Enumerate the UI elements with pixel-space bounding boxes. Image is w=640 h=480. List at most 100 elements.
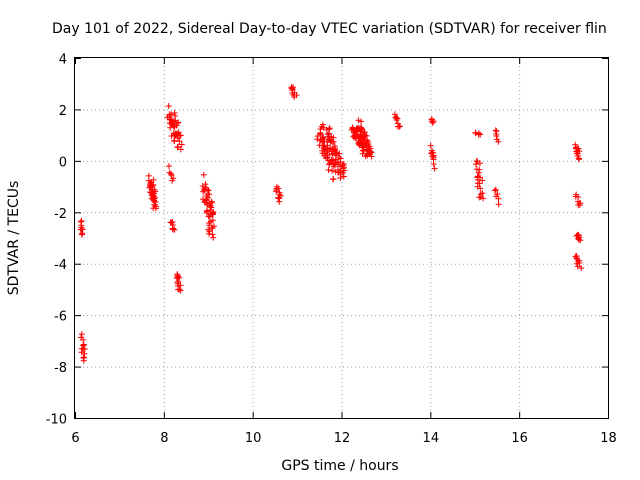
data-point [354,127,361,134]
data-point [391,111,398,118]
data-point [358,125,365,132]
data-point [202,181,209,188]
data-point [495,201,502,208]
data-point [176,138,183,145]
data-point [206,213,213,220]
data-point [476,166,483,173]
data-point [209,231,216,238]
data-point [477,191,484,198]
data-point [149,194,156,201]
data-point [165,163,172,170]
data-point [169,177,176,184]
x-tick-label: 12 [334,431,351,446]
data-point [80,336,87,343]
data-point [175,119,182,126]
data-point [575,156,582,163]
x-tick-label: 18 [600,431,617,446]
x-tick-label: 16 [511,431,528,446]
data-point [174,135,181,142]
data-point [332,159,339,166]
data-point [427,142,434,149]
data-point [364,151,371,158]
data-point [351,129,358,136]
x-tick-label: 6 [71,431,79,446]
data-point [176,286,183,293]
data-point [429,153,436,160]
data-point [150,181,157,188]
data-point [396,123,403,130]
data-point [171,138,178,145]
data-point [477,174,484,181]
data-point [79,230,86,237]
y-tick-label: 4 [59,53,67,68]
data-point [360,144,367,151]
data-point [78,231,85,238]
y-tick-label: -2 [54,207,67,222]
data-point [330,138,337,145]
x-tick-label: 14 [423,431,440,446]
data-point [273,188,280,195]
data-point [355,117,362,124]
data-point [175,273,182,280]
data-point [320,134,327,141]
data-point [202,199,209,206]
data-point [177,146,184,153]
data-point [367,145,374,152]
data-point [324,146,331,153]
data-point [495,195,502,202]
data-point [145,172,152,179]
data-point [352,133,359,140]
data-point [337,159,344,166]
data-point [169,118,176,125]
data-point [168,172,175,179]
data-point [291,94,298,101]
data-point [429,119,436,126]
data-point [337,174,344,181]
data-point [210,234,217,241]
data-point [178,141,185,148]
data-point [174,144,181,151]
data-point [492,127,499,134]
data-point [330,163,337,170]
data-point [324,154,331,161]
data-point [200,171,207,178]
data-point [340,160,347,167]
y-tick-label: -10 [46,413,67,428]
data-point [276,189,283,196]
data-point [336,150,343,157]
data-point [78,331,85,338]
data-point [358,118,365,125]
data-point [326,125,333,132]
data-point [331,143,338,150]
data-point [576,260,583,267]
data-point [209,211,216,218]
data-point [167,124,174,131]
data-point [81,354,88,361]
x-axis-label: GPS time / hours [281,458,398,474]
data-point [574,263,581,270]
data-point [430,156,437,163]
data-point [329,167,336,174]
data-point [211,223,218,230]
data-point [476,180,483,187]
data-point [339,169,346,176]
data-point [80,341,87,348]
data-point [148,189,155,196]
data-points [77,84,585,364]
data-point [151,201,158,208]
data-point [321,152,328,159]
grid-lines [75,58,608,418]
data-point [575,236,582,243]
y-axis-label: SDTVAR / TECUs [6,181,22,296]
data-point [171,109,178,116]
plot-frame [74,57,609,419]
data-point [476,160,483,167]
data-point [321,138,328,145]
data-point [314,133,321,140]
data-point [495,138,502,145]
data-point [359,141,366,148]
data-point [326,133,333,140]
data-point [169,226,176,233]
data-point [206,228,213,235]
data-point [368,153,375,160]
